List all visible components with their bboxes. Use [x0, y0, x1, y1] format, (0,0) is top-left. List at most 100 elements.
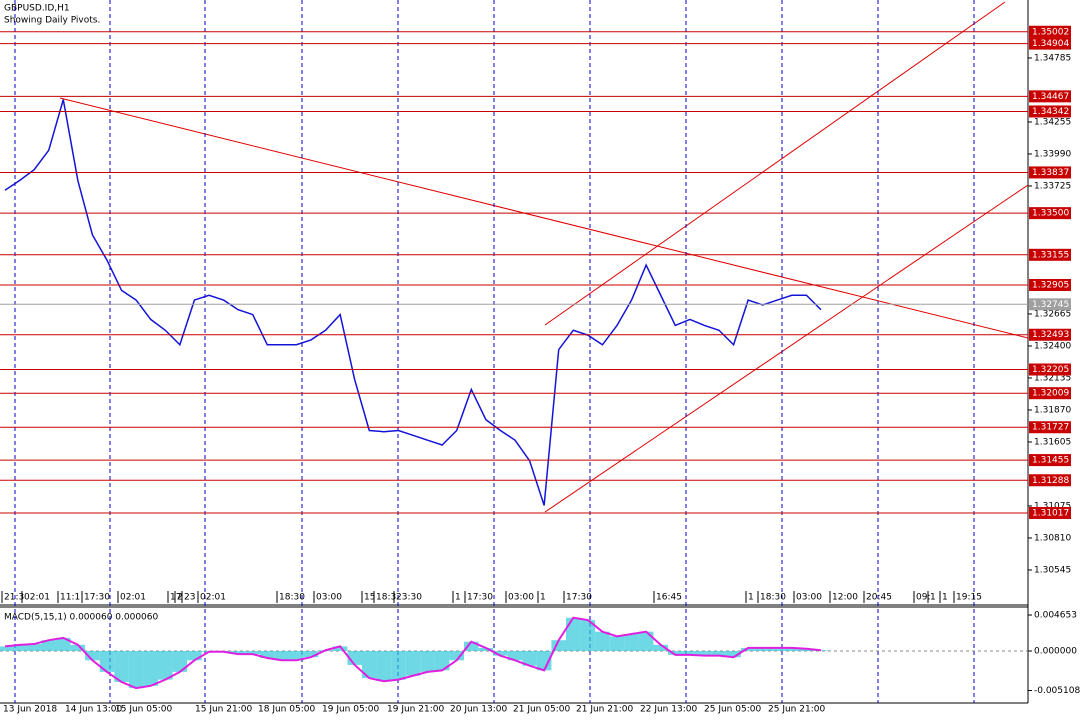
x-tick-label: 19 Jun 21:00 — [387, 705, 444, 715]
macd-bar — [566, 617, 581, 652]
macd-bar — [172, 651, 188, 672]
macd-bar — [99, 651, 115, 672]
macd-bar — [0, 646, 13, 652]
pivot-label: 1.31455 — [1032, 456, 1069, 466]
time-marker: 18:30 — [279, 593, 305, 603]
y-tick-label: 1.32400 — [1034, 341, 1071, 351]
macd-bar — [114, 651, 129, 682]
time-marker: 1 — [540, 593, 546, 603]
x-tick-label: 15 Jun 21:00 — [195, 705, 252, 715]
x-tick-label: 21 Jun 21:00 — [576, 705, 633, 715]
x-tick-label: 18 Jun 05:00 — [258, 705, 315, 715]
y-tick-label: 1.32135 — [1034, 373, 1071, 383]
macd-bar — [580, 620, 596, 652]
pivot-label: 1.32905 — [1032, 280, 1069, 290]
time-marker: 17:30 — [84, 593, 110, 603]
macd-bar — [187, 651, 202, 661]
y-tick-label: -0.005108 — [1034, 686, 1080, 696]
pivot-label: 1.32009 — [1032, 389, 1069, 399]
time-marker: 21:3 — [4, 593, 24, 603]
pivot-label-box — [1029, 328, 1071, 341]
pivot-label-box — [1029, 474, 1071, 487]
macd-bar — [128, 651, 144, 689]
macd-bar — [551, 640, 566, 652]
macd-bar — [507, 651, 523, 661]
macd-bar — [274, 651, 290, 661]
macd-bar — [464, 641, 479, 652]
time-marker: 19:15 — [956, 593, 982, 603]
time-marker: 17:30 — [566, 593, 592, 603]
time-marker: 1 — [942, 593, 948, 603]
macd-bar — [493, 651, 508, 656]
macd-bar — [362, 651, 377, 679]
pivot-label-box — [1029, 90, 1071, 103]
macd-bar — [26, 644, 42, 652]
time-marker: 15 — [364, 593, 375, 603]
macd-bar — [682, 651, 698, 655]
macd-bar — [595, 631, 610, 652]
time-marker: 2 — [177, 593, 183, 603]
macd-bar — [230, 651, 246, 655]
trendline — [544, 1, 1006, 326]
macd-bar — [332, 646, 348, 652]
y-tick-label: 1.34255 — [1034, 117, 1071, 127]
pivot-label-box — [1029, 278, 1071, 291]
signal-line — [4, 616, 822, 690]
time-marker: 11:1 — [60, 593, 80, 603]
macd-bar — [420, 651, 435, 672]
time-marker: 03:00 — [316, 593, 342, 603]
pivot-label: 1.31288 — [1032, 476, 1069, 486]
x-tick-label: 14 Jun 13:00 — [65, 705, 122, 715]
macd-bar — [56, 637, 71, 652]
macd-bar — [697, 651, 712, 656]
time-marker: 02:01 — [200, 593, 226, 603]
x-tick-label: 21 Jun 05:00 — [513, 705, 570, 715]
time-marker: 23 — [184, 593, 195, 603]
macd-bar — [536, 651, 552, 671]
pivot-label-box — [1029, 248, 1071, 261]
macd-bar — [740, 647, 756, 652]
time-marker: 1 — [748, 593, 754, 603]
macd-title: MACD(5,15,1) 0.000060 0.000060 — [4, 613, 159, 623]
y-tick-label: 1.33725 — [1034, 181, 1071, 191]
pivot-label-box — [1029, 207, 1071, 220]
x-tick-label: 22 Jun 13:00 — [640, 705, 697, 715]
macd-bar — [799, 648, 814, 652]
macd-bar — [522, 651, 537, 666]
pivot-label: 1.34467 — [1032, 92, 1069, 102]
macd-bar — [478, 647, 494, 652]
time-marker: 1 — [455, 593, 461, 603]
macd-bar — [41, 640, 56, 652]
macd-bar — [638, 631, 654, 652]
macd-bar — [653, 644, 668, 652]
pivot-label: 1.34904 — [1032, 39, 1069, 49]
x-tick-label: 15 Jun 05:00 — [115, 705, 172, 715]
trendline — [544, 184, 1029, 513]
time-marker: 20:45 — [866, 593, 892, 603]
macd-bar — [434, 651, 450, 671]
macd-bar — [624, 633, 639, 652]
x-tick-label: 19 Jun 05:00 — [322, 705, 379, 715]
macd-bar — [813, 650, 829, 652]
pivot-label: 1.33500 — [1032, 209, 1069, 219]
macd-bar — [143, 651, 158, 686]
trendline — [59, 97, 1029, 339]
y-tick-label: 0.000000 — [1034, 647, 1077, 657]
x-tick-label: 25 Jun 05:00 — [704, 705, 761, 715]
macd-bar — [784, 647, 800, 652]
y-tick-label: 1.33990 — [1034, 149, 1071, 159]
pivot-label: 1.33155 — [1032, 250, 1069, 260]
macd-bar — [289, 651, 304, 661]
macd-bar — [405, 651, 421, 676]
macd-bar — [303, 651, 319, 658]
pivot-label-box — [1029, 37, 1071, 50]
macd-bar — [391, 651, 406, 680]
macd-bar — [668, 651, 683, 655]
pivot-label: 1.35002 — [1032, 27, 1069, 37]
y-tick-label: 1.32665 — [1034, 309, 1071, 319]
macd-bar — [376, 651, 392, 682]
time-marker: 03:00 — [508, 593, 534, 603]
y-tick-label: 1.31075 — [1034, 501, 1071, 511]
pivot-label: 1.34342 — [1032, 107, 1069, 117]
